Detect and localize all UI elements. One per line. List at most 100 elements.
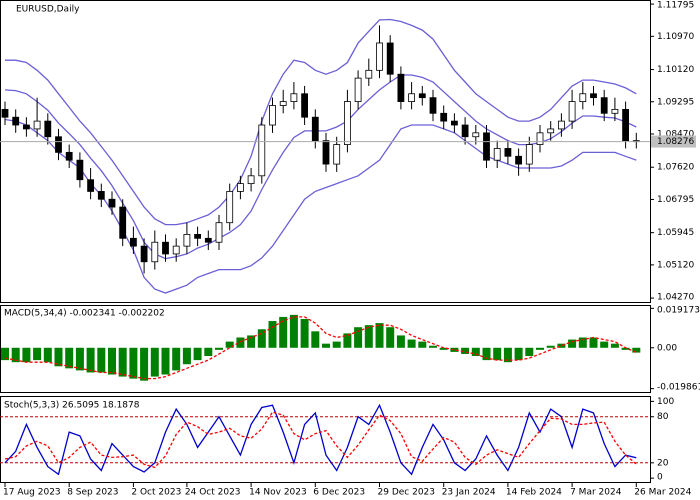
candle-body bbox=[215, 222, 223, 243]
candle-body bbox=[311, 116, 319, 142]
macd-bar bbox=[225, 341, 234, 348]
candle-body bbox=[87, 179, 94, 192]
stoch-panel bbox=[0, 396, 651, 483]
candle-body bbox=[269, 105, 276, 126]
candle-body bbox=[579, 93, 587, 102]
macd-bar bbox=[33, 347, 42, 361]
macd-bar bbox=[418, 341, 427, 348]
macd-bar bbox=[439, 347, 448, 350]
y-tick-label: 0.019173 bbox=[657, 306, 700, 316]
last-price-box bbox=[651, 135, 696, 148]
candle-body bbox=[151, 241, 159, 263]
candle-body bbox=[472, 132, 480, 138]
macd-bar bbox=[279, 316, 288, 348]
candle-body bbox=[376, 42, 383, 71]
candle-body bbox=[108, 198, 116, 208]
macd-bar bbox=[322, 343, 330, 348]
macd-bar bbox=[589, 337, 598, 348]
x-tick-label: 23 Jan 2024 bbox=[442, 488, 496, 498]
macd-bar bbox=[204, 347, 213, 357]
y-tick-label: 1.04270 bbox=[657, 293, 694, 303]
macd-panel bbox=[0, 305, 651, 393]
candle-body bbox=[279, 101, 287, 106]
candle-body bbox=[483, 132, 490, 161]
macd-bar bbox=[429, 345, 437, 348]
candle-body bbox=[354, 77, 362, 102]
macd-bar bbox=[289, 314, 298, 348]
candle-body bbox=[44, 120, 52, 138]
x-tick-label: 8 Sep 2023 bbox=[67, 488, 118, 498]
macd-bar bbox=[129, 347, 138, 379]
macd-bar bbox=[11, 347, 20, 363]
macd-bar bbox=[65, 347, 74, 369]
macd-bar bbox=[97, 347, 106, 373]
bollinger-upper bbox=[5, 18, 637, 226]
candle-body bbox=[558, 120, 565, 130]
candle-body bbox=[450, 120, 458, 126]
macd-bar bbox=[621, 347, 630, 350]
macd-bar bbox=[215, 347, 223, 350]
y-tick-label: 0.00 bbox=[657, 343, 677, 353]
candle-body bbox=[408, 93, 416, 102]
y-tick-label: 20 bbox=[657, 458, 669, 468]
candle-body bbox=[515, 155, 522, 165]
candle-body bbox=[386, 42, 394, 75]
macd-bar bbox=[108, 347, 116, 375]
macd-title: MACD(5,34,4) -0.002341 -0.002202 bbox=[4, 309, 165, 319]
candle-body bbox=[611, 108, 619, 114]
candle-body bbox=[333, 144, 341, 165]
candle-body bbox=[290, 93, 298, 102]
candle-body bbox=[461, 124, 469, 138]
macd-bar bbox=[332, 341, 341, 348]
macd-bar bbox=[493, 347, 502, 361]
y-tick-label: 1.10970 bbox=[657, 32, 694, 42]
candle-body bbox=[418, 93, 426, 99]
stoch-main bbox=[4, 403, 637, 476]
macd-bar bbox=[503, 347, 512, 363]
macd-bar bbox=[75, 347, 84, 371]
candle-body bbox=[204, 237, 212, 243]
macd-bar bbox=[118, 347, 127, 377]
macd-bar bbox=[546, 345, 555, 348]
last-price-label: 1.08276 bbox=[657, 137, 694, 147]
candle-body bbox=[600, 97, 608, 114]
x-tick-label: 14 Nov 2023 bbox=[249, 488, 307, 498]
macd-bar bbox=[632, 347, 641, 353]
x-tick-label: 24 Oct 2023 bbox=[185, 488, 241, 498]
y-tick-label: 1.09295 bbox=[657, 97, 694, 107]
candle-body bbox=[119, 206, 127, 239]
macd-bar bbox=[471, 347, 480, 357]
macd-bar bbox=[247, 335, 256, 348]
candle-body bbox=[194, 234, 202, 239]
macd-bar bbox=[268, 321, 277, 348]
macd-bar bbox=[1, 347, 9, 361]
macd-bar bbox=[343, 333, 352, 348]
candle-body bbox=[440, 112, 448, 122]
bollinger-lower bbox=[4, 118, 637, 294]
candle-body bbox=[536, 132, 544, 145]
macd-bar bbox=[140, 347, 149, 381]
macd-bar bbox=[461, 347, 470, 354]
macd-bar bbox=[536, 347, 544, 350]
price-panel bbox=[0, 0, 651, 303]
candle-body bbox=[65, 151, 73, 161]
candle-body bbox=[226, 191, 234, 224]
candle-body bbox=[504, 148, 512, 157]
macd-bar bbox=[300, 318, 309, 348]
candle-body bbox=[493, 148, 501, 161]
macd-bar bbox=[54, 347, 63, 367]
y-tick-label: 0 bbox=[657, 473, 663, 483]
bollinger-middle bbox=[4, 74, 637, 260]
candle-body bbox=[236, 183, 244, 192]
macd-bar bbox=[364, 325, 373, 348]
macd-bar bbox=[386, 327, 395, 348]
macd-bar bbox=[150, 347, 159, 377]
macd-bar bbox=[610, 343, 619, 348]
candle-body bbox=[33, 120, 41, 130]
y-tick-label: 1.05945 bbox=[657, 228, 694, 238]
candle-body bbox=[322, 140, 330, 165]
macd-bar bbox=[578, 337, 587, 348]
macd-bar bbox=[600, 341, 609, 348]
